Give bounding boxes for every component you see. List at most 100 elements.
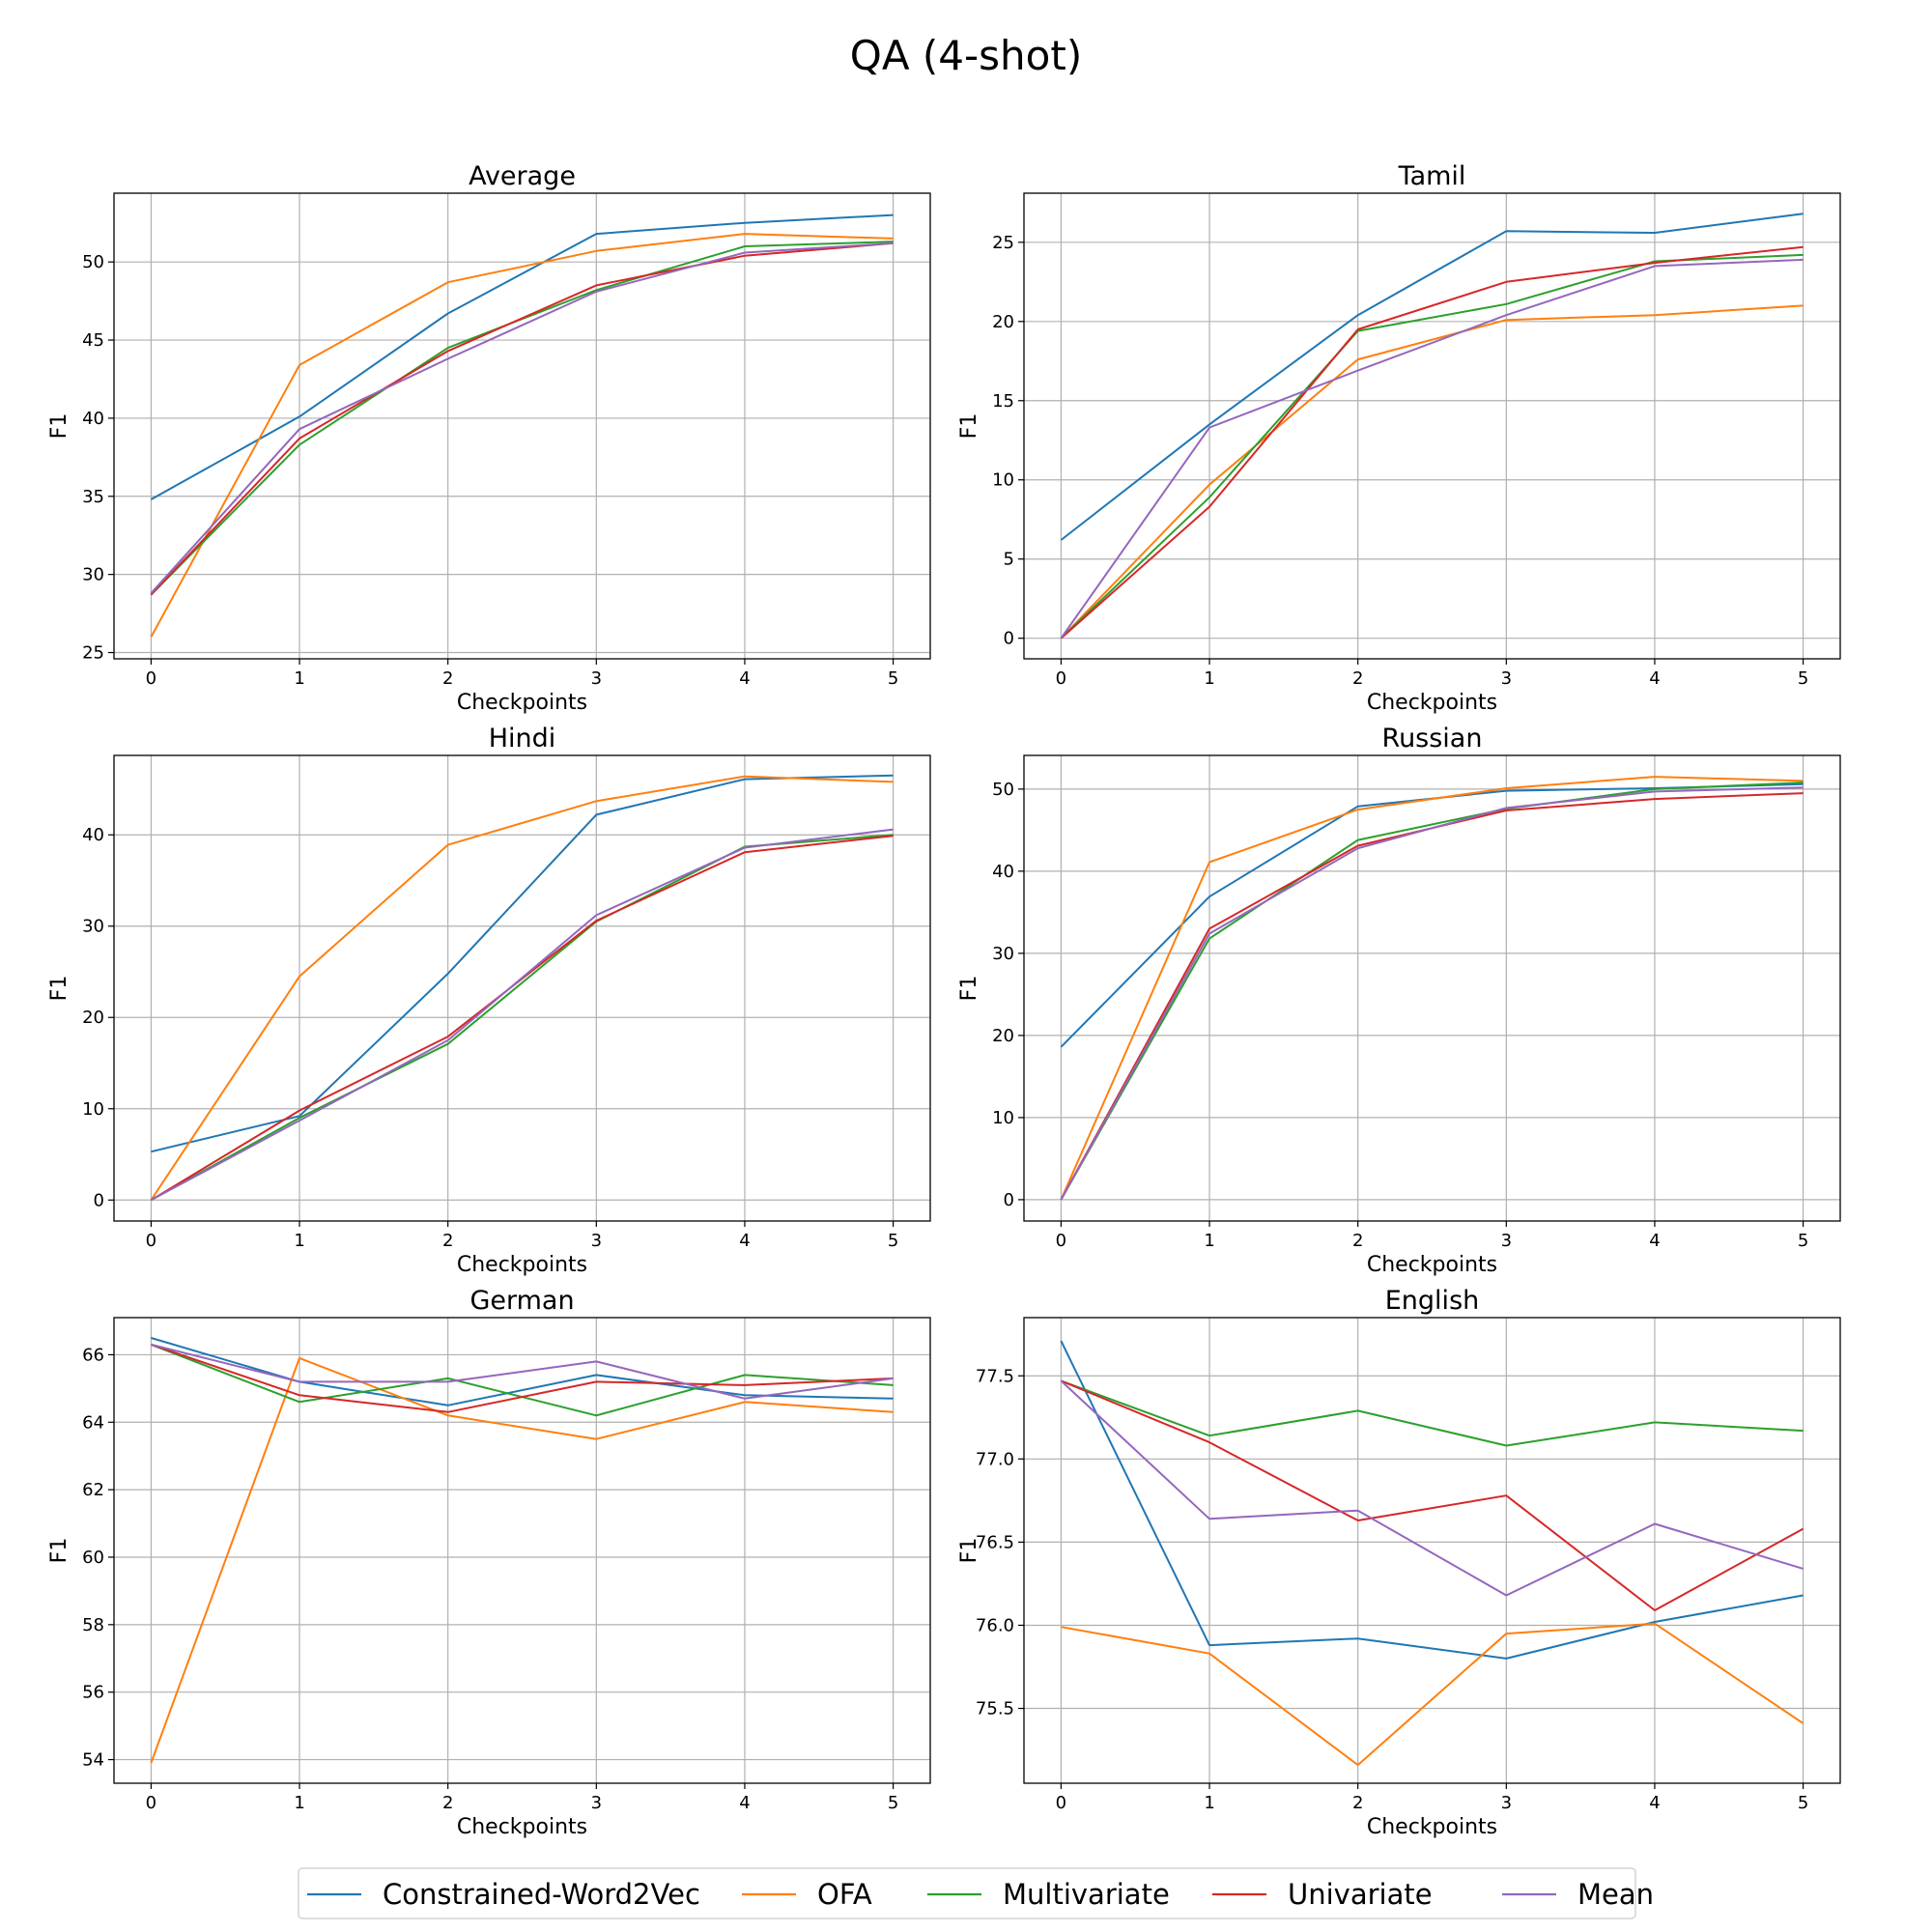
x-tick-label: 3 xyxy=(1501,1231,1512,1251)
y-tick-label: 30 xyxy=(82,565,104,585)
x-tick-label: 2 xyxy=(1352,1793,1363,1813)
y-tick-label: 0 xyxy=(94,1190,104,1210)
x-tick-label: 4 xyxy=(739,1793,750,1813)
x-tick-label: 2 xyxy=(1352,668,1363,689)
series-line-mean xyxy=(150,828,894,1202)
x-tick-label: 5 xyxy=(1798,668,1808,689)
panel-title: Russian xyxy=(1382,724,1483,753)
panel-title: Tamil xyxy=(1398,161,1466,191)
series-line-mean xyxy=(150,242,894,594)
x-tick-label: 1 xyxy=(1204,668,1214,689)
axes-frame xyxy=(1023,1317,1841,1784)
x-tick-label: 3 xyxy=(1501,668,1512,689)
x-tick-label: 0 xyxy=(1056,1231,1066,1251)
series-line-multivariate xyxy=(1061,1379,1804,1447)
x-tick-label: 4 xyxy=(1649,1793,1660,1813)
y-tick-label: 58 xyxy=(82,1615,104,1635)
panel-hindi: 0 1 2 3 4 5 0 10 20 30 40 Hindi Checkpoints F1 xyxy=(47,724,931,1277)
panel-title: German xyxy=(469,1286,574,1316)
y-tick-label: 30 xyxy=(82,917,104,937)
y-tick-label: 77.5 xyxy=(976,1366,1014,1386)
series-line-mean xyxy=(1060,786,1804,1201)
x-tick-label: 3 xyxy=(591,668,602,689)
y-tick-label: 54 xyxy=(82,1750,104,1771)
y-tick-label: 40 xyxy=(992,862,1014,882)
y-tick-label: 35 xyxy=(82,487,104,507)
series-line-univariate xyxy=(1061,1379,1804,1611)
series-line-constrained-word2vec xyxy=(151,774,894,1153)
y-tick-label: 56 xyxy=(82,1683,104,1703)
y-tick-label: 25 xyxy=(992,233,1014,253)
x-tick-label: 3 xyxy=(1501,1793,1512,1813)
series-line-mean xyxy=(1060,258,1804,639)
series-line-ofa xyxy=(150,1356,894,1764)
y-tick-label: 76.5 xyxy=(976,1532,1014,1552)
x-tick-label: 1 xyxy=(1204,1793,1214,1813)
y-tick-label: 66 xyxy=(82,1345,104,1365)
x-axis-label: Checkpoints xyxy=(1367,1815,1497,1839)
series-line-mean xyxy=(151,1343,894,1400)
y-tick-label: 10 xyxy=(82,1099,104,1120)
axes-frame xyxy=(1023,754,1841,1222)
y-axis-label: F1 xyxy=(957,976,981,1002)
x-tick-label: 4 xyxy=(1649,1231,1660,1251)
y-tick-label: 45 xyxy=(82,330,104,351)
x-tick-label: 5 xyxy=(1798,1793,1808,1813)
y-tick-label: 75.5 xyxy=(976,1699,1014,1719)
x-tick-label: 0 xyxy=(1056,1793,1066,1813)
x-tick-label: 0 xyxy=(146,1793,156,1813)
series-line-univariate xyxy=(150,242,894,596)
panel-title: English xyxy=(1385,1286,1480,1316)
series-line-univariate xyxy=(1060,245,1804,639)
x-axis-label: Checkpoints xyxy=(1367,691,1497,715)
axes-frame xyxy=(113,1317,931,1784)
series-line-ofa xyxy=(1060,776,1804,1201)
x-tick-label: 5 xyxy=(1798,1231,1808,1251)
x-tick-label: 2 xyxy=(442,1793,453,1813)
y-tick-label: 62 xyxy=(82,1480,104,1500)
panel-title: Hindi xyxy=(489,724,556,753)
y-axis-label: F1 xyxy=(47,413,71,440)
y-tick-label: 64 xyxy=(82,1412,104,1433)
x-tick-label: 1 xyxy=(294,1231,304,1251)
panel-english: 0 1 2 3 4 5 75.5 76.0 76.5 77.0 77.5 English Checkpo… xyxy=(957,1286,1841,1839)
y-tick-label: 10 xyxy=(992,470,1014,491)
y-tick-label: 76.0 xyxy=(976,1615,1014,1635)
y-axis-label: F1 xyxy=(957,413,981,440)
x-tick-label: 1 xyxy=(1204,1231,1214,1251)
series-line-constrained-word2vec xyxy=(1060,1340,1804,1660)
series-line-univariate xyxy=(151,1343,894,1413)
y-tick-label: 50 xyxy=(82,252,104,272)
y-tick-label: 15 xyxy=(992,391,1014,412)
x-axis-label: Checkpoints xyxy=(457,1253,587,1277)
legend-label-ofa: OFA xyxy=(817,1878,872,1911)
y-tick-label: 77.0 xyxy=(976,1449,1014,1469)
y-tick-label: 5 xyxy=(1004,550,1014,570)
figure-title: QA (4-shot) xyxy=(850,32,1082,79)
y-axis-label: F1 xyxy=(47,976,71,1002)
y-axis-label: F1 xyxy=(47,1538,71,1564)
y-tick-label: 40 xyxy=(82,825,104,845)
x-tick-label: 2 xyxy=(442,668,453,689)
series-line-ofa xyxy=(150,233,894,638)
y-tick-label: 50 xyxy=(992,780,1014,800)
x-tick-label: 4 xyxy=(739,1231,750,1251)
panel-german: 0 1 2 3 4 5 54 56 58 60 62 64 66 German Checkpoints F1 xyxy=(47,1286,931,1839)
y-tick-label: 20 xyxy=(992,1026,1014,1046)
series-line-multivariate xyxy=(1060,781,1804,1201)
legend-label-univariate: Univariate xyxy=(1288,1878,1433,1911)
x-tick-label: 0 xyxy=(146,1231,156,1251)
y-tick-label: 0 xyxy=(1004,1190,1014,1210)
series-line-mean xyxy=(1060,1379,1804,1597)
x-axis-label: Checkpoints xyxy=(457,1815,587,1839)
panel-title: Average xyxy=(469,161,576,191)
panel-tamil: 0 1 2 3 4 5 0 5 10 15 20 25 Tamil Checkpoints F1 xyxy=(957,161,1841,715)
y-tick-label: 60 xyxy=(82,1548,104,1568)
y-tick-label: 20 xyxy=(82,1008,104,1028)
x-tick-label: 4 xyxy=(739,668,750,689)
x-tick-label: 5 xyxy=(888,1793,898,1813)
